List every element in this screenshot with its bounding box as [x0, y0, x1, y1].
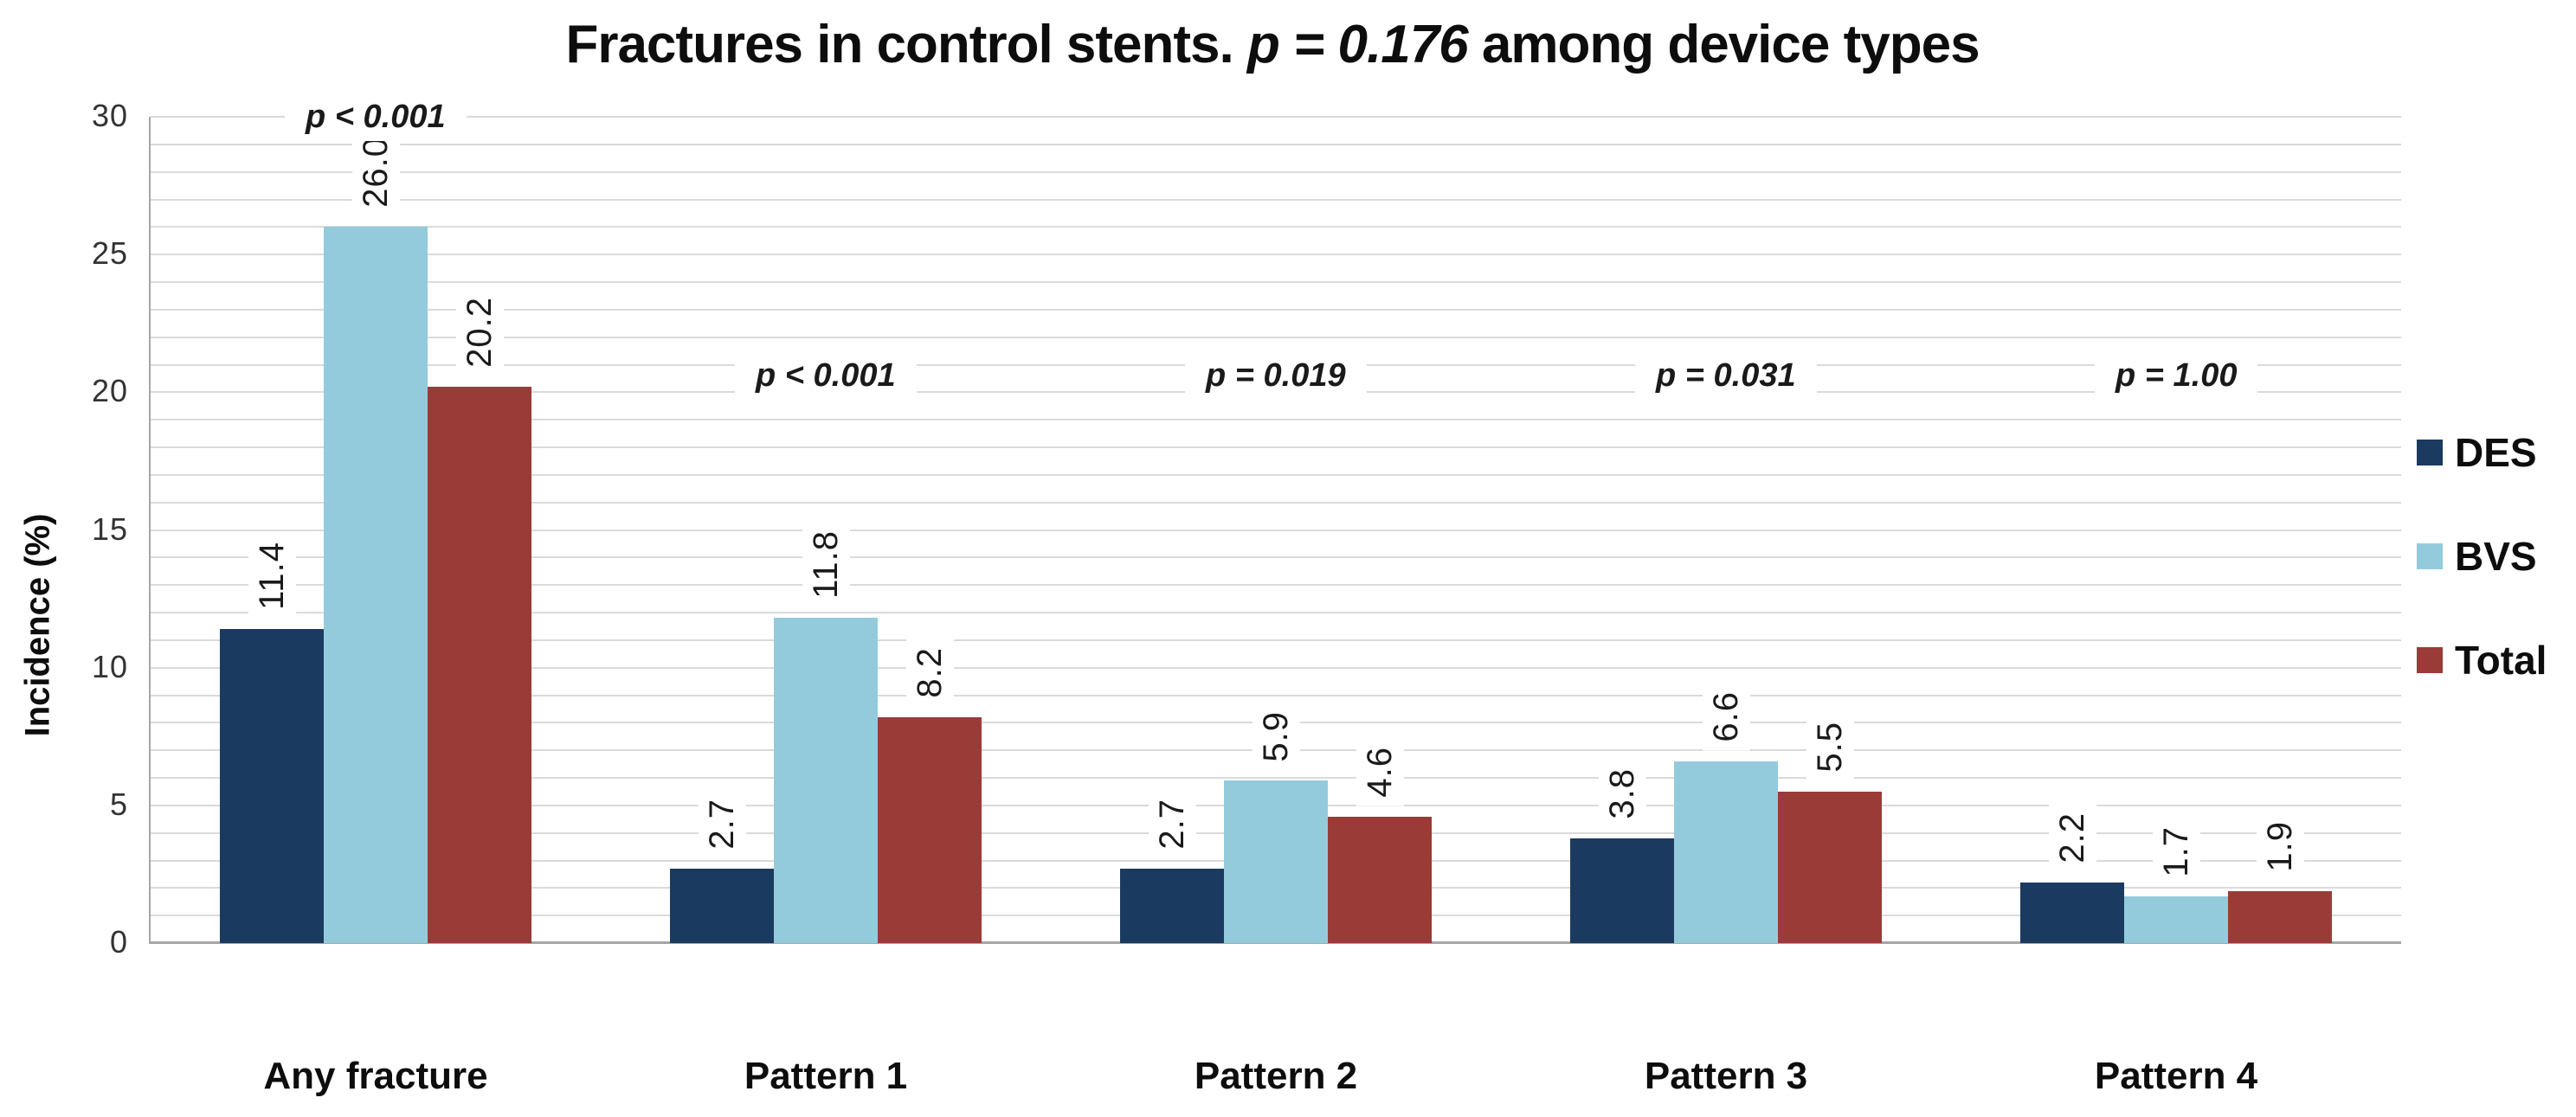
legend-item-total: Total [2417, 640, 2547, 680]
p-value-annotation: p < 0.001 [285, 93, 467, 141]
x-category-label: Pattern 2 [1194, 1055, 1358, 1097]
p-value-annotation: p < 0.001 [735, 351, 917, 400]
bar-value-label: 2.2 [2048, 804, 2096, 872]
bar-value-label: 8.2 [905, 639, 954, 707]
gridline [151, 612, 2401, 613]
gridline [151, 198, 2401, 201]
y-tick-label: 5 [109, 786, 128, 822]
legend-label: DES [2455, 430, 2537, 475]
bar-value-label: 2.7 [1148, 790, 1196, 859]
bar-des-2 [670, 869, 774, 943]
chart-title: Fractures in control stents. p = 0.176 a… [0, 14, 2545, 75]
gridline [151, 254, 2401, 256]
legend-swatch-total [2417, 647, 2443, 673]
bar-value-label: 6.6 [1702, 683, 1750, 751]
bar-value-label: 1.7 [2152, 818, 2200, 886]
y-tick-label: 0 [109, 924, 128, 960]
bar-des-4 [1570, 838, 1674, 943]
bar-total-2 [878, 716, 982, 943]
gridline [151, 281, 2401, 283]
chart-title-prefix: Fractures in control stents. [565, 15, 1247, 74]
y-tick-label: 20 [91, 373, 128, 409]
gridline [151, 336, 2401, 338]
x-category-label: Any fracture [263, 1055, 488, 1097]
gridline [151, 446, 2401, 448]
gridline [151, 584, 2401, 587]
bar-des-3 [1120, 869, 1224, 943]
legend: DES BVS Total [2417, 433, 2547, 744]
y-tick-label: 30 [91, 98, 128, 133]
bar-total-5 [2228, 890, 2332, 943]
bar-value-label: 5.9 [1252, 702, 1300, 771]
bar-value-label: 1.9 [2256, 812, 2304, 881]
bar-bvs-5 [2124, 896, 2228, 943]
x-category-label: Pattern 3 [1644, 1055, 1808, 1097]
bar-des-5 [2020, 882, 2124, 943]
bar-bvs-3 [1224, 780, 1328, 943]
gridline [151, 556, 2401, 559]
bar-bvs-4 [1674, 761, 1778, 943]
bar-value-label: 20.2 [455, 288, 504, 376]
legend-item-bvs: BVS [2417, 536, 2547, 576]
y-tick-label: 10 [91, 648, 128, 684]
y-tick-label: 25 [91, 235, 128, 272]
p-value-annotation: p = 1.00 [2095, 351, 2258, 400]
gridline [151, 116, 2401, 118]
legend-swatch-des [2417, 440, 2443, 465]
legend-swatch-bvs [2417, 543, 2443, 569]
bar-total-4 [1778, 791, 1882, 943]
chart-title-p-value: p = 0.176 [1246, 15, 1469, 74]
gridline [151, 666, 2401, 669]
bar-bvs-2 [774, 618, 878, 943]
gridline [151, 170, 2401, 173]
bar-total-3 [1328, 816, 1432, 943]
bar-value-label: 3.8 [1598, 760, 1646, 829]
bar-value-label: 2.7 [698, 790, 746, 859]
y-axis-title: Incidence (%) [18, 513, 57, 737]
bar-value-label: 26.0 [351, 128, 400, 217]
gridline [151, 226, 2401, 228]
bar-value-label: 4.6 [1356, 737, 1404, 806]
chart-title-suffix: among device types [1467, 15, 1980, 74]
gridline [151, 529, 2401, 531]
legend-item-des: DES [2417, 433, 2547, 472]
bar-value-label: 11.4 [248, 533, 296, 619]
x-category-label: Pattern 4 [2094, 1055, 2258, 1097]
plot-area: 11.4 2.7 2.7 3.8 2.2 26.0 11.8 5.9 6.6 1.7 20.2 8.2… [149, 93, 2401, 944]
gridline [151, 419, 2401, 421]
p-value-annotation: p = 0.019 [1185, 351, 1367, 400]
gridline [151, 143, 2401, 145]
gridline [151, 501, 2401, 504]
x-category-label: Pattern 1 [744, 1055, 908, 1097]
gridline [151, 473, 2401, 476]
legend-label: BVS [2455, 534, 2537, 579]
gridline [151, 308, 2401, 311]
y-tick-label: 15 [91, 510, 128, 547]
bar-des-1 [220, 629, 324, 943]
gridline [151, 639, 2401, 641]
y-axis-line [149, 117, 151, 943]
bar-total-1 [428, 386, 531, 943]
p-value-annotation: p = 0.031 [1635, 351, 1817, 400]
bar-bvs-1 [324, 227, 428, 943]
gridline [151, 777, 2401, 779]
gridline [151, 694, 2401, 697]
bar-value-label: 11.8 [802, 522, 850, 608]
legend-label: Total [2455, 638, 2547, 683]
bar-value-label: 5.5 [1806, 713, 1854, 781]
